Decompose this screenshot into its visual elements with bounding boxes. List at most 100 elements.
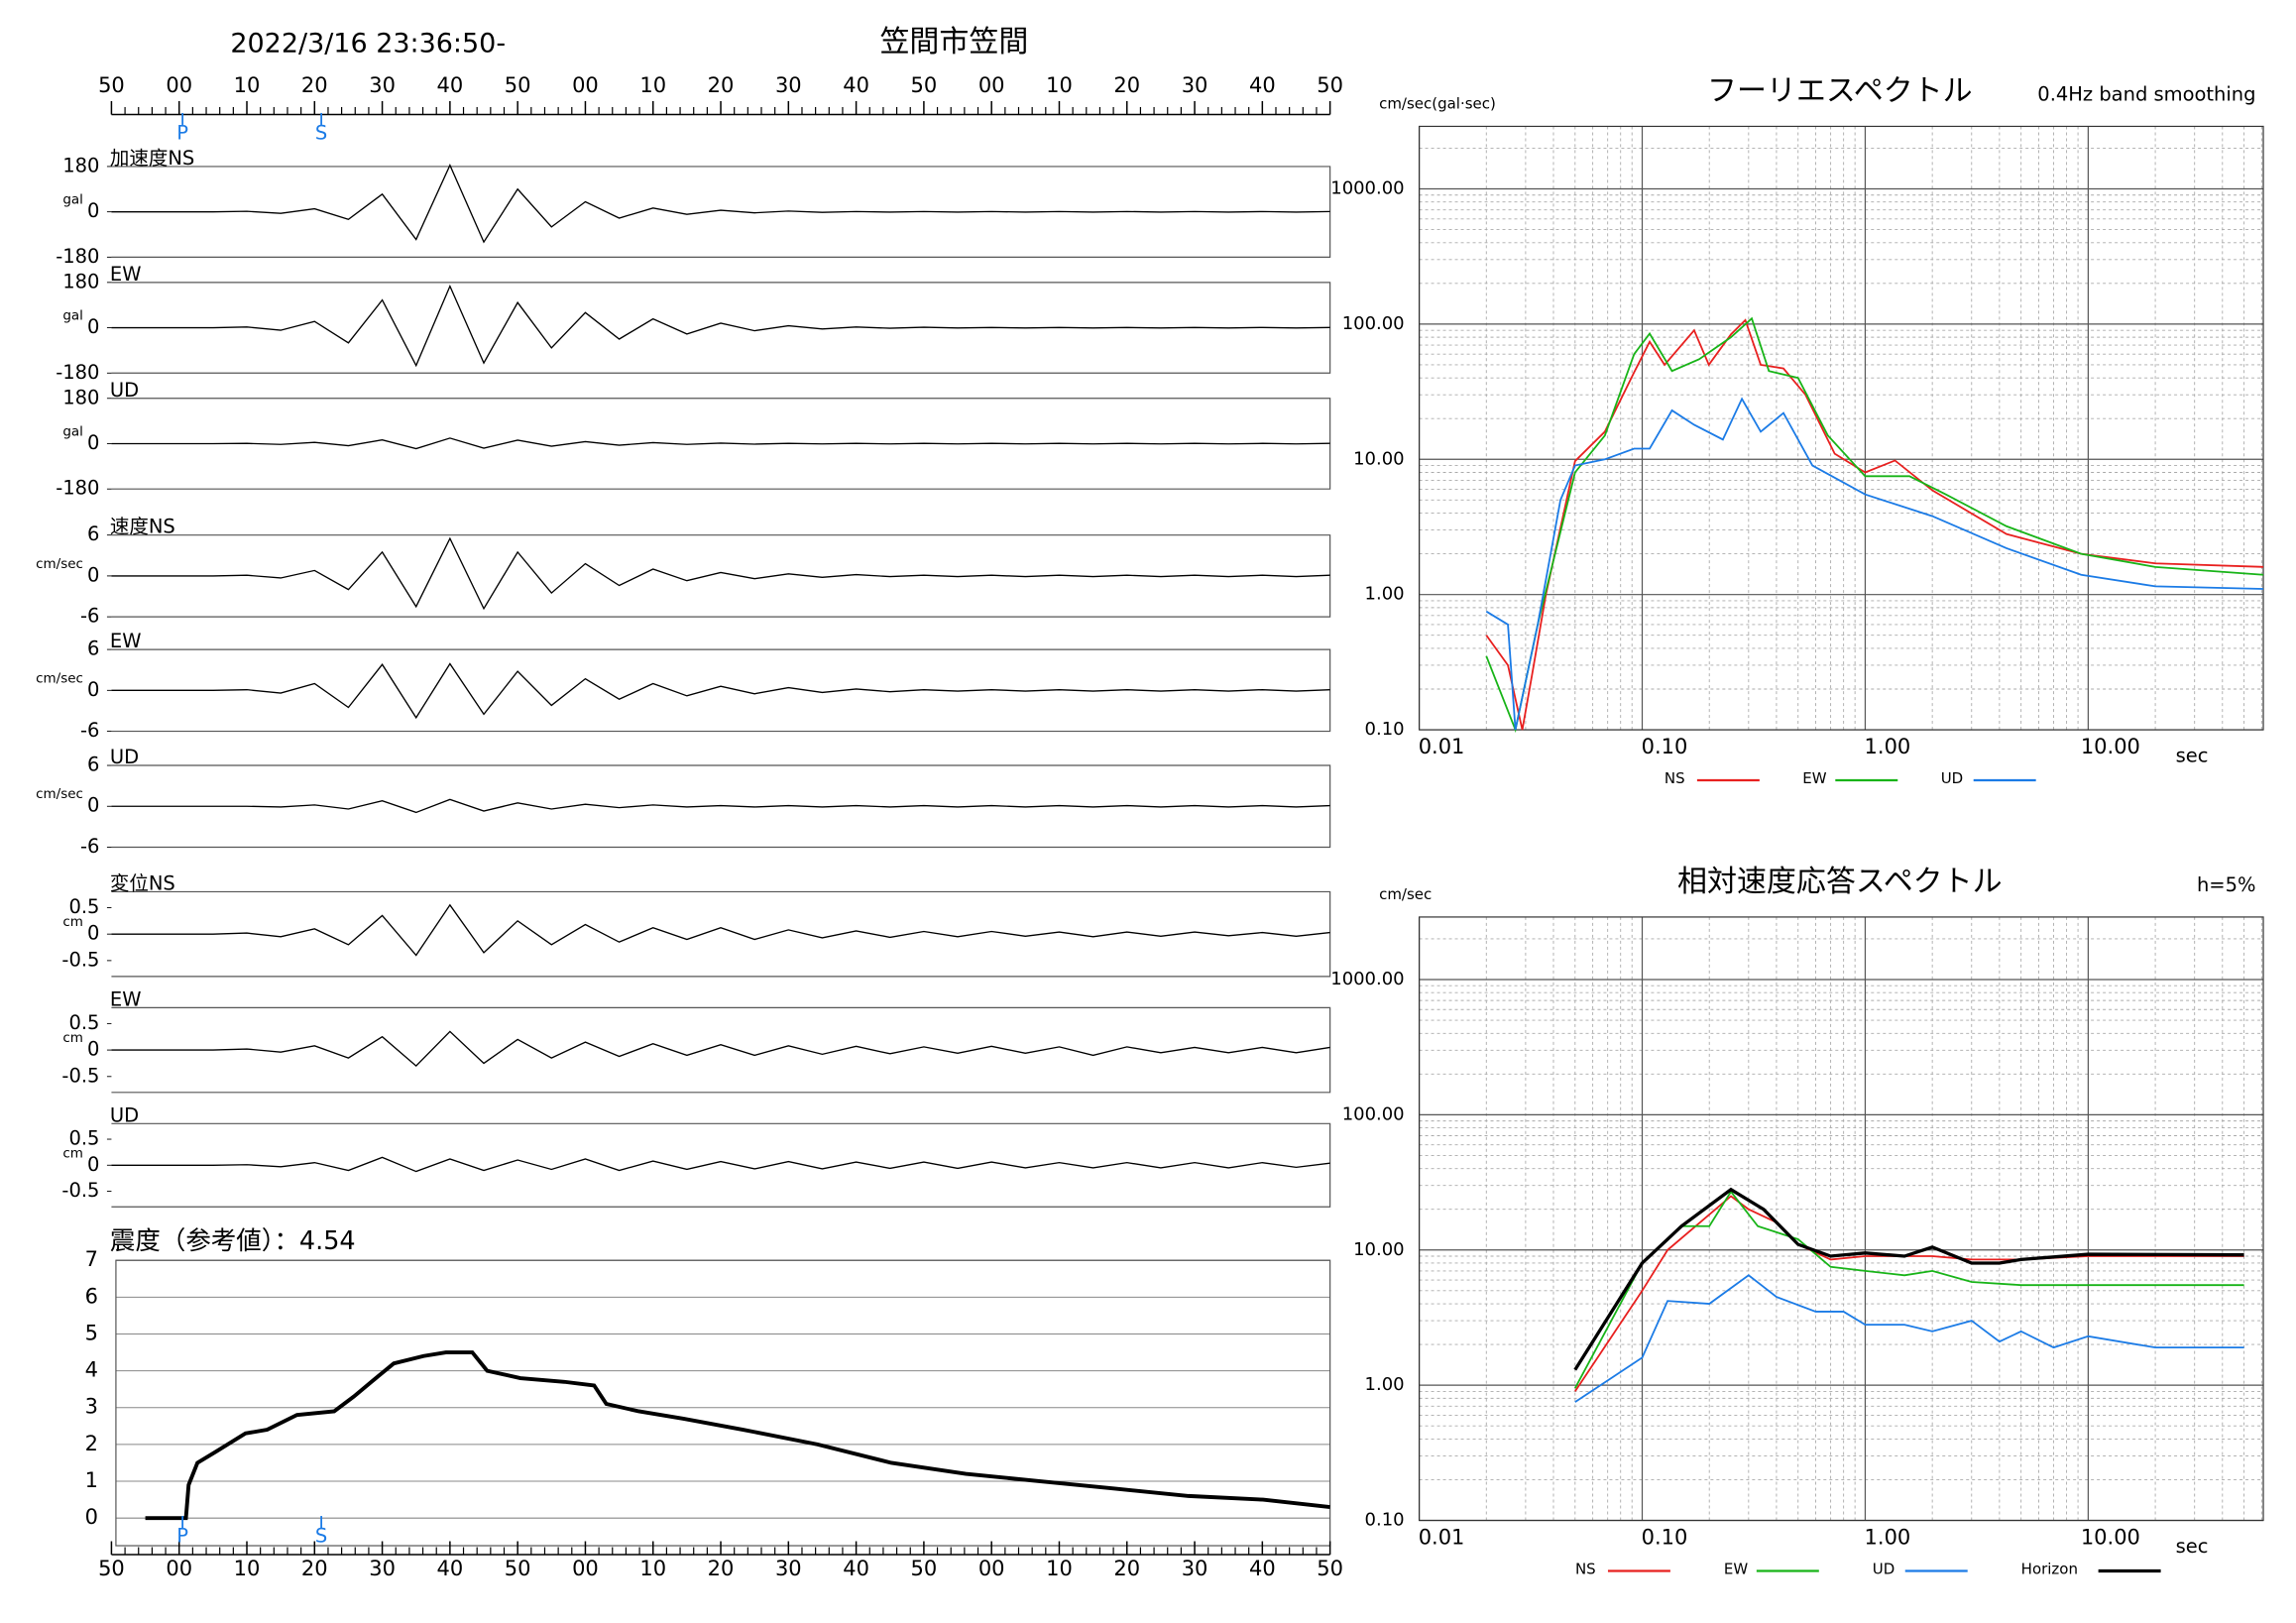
y-tick-label: 0.10: [1365, 719, 1405, 740]
x-tick-label: 50: [911, 73, 938, 97]
y-tick-label: 180: [62, 386, 99, 408]
panel-frame: [111, 534, 1331, 618]
x-tick-label: 30: [1182, 73, 1208, 97]
panel-title: 速度NS: [110, 516, 175, 538]
panel-title: UD: [110, 746, 139, 768]
x-tick-label: 50: [505, 73, 531, 97]
panel-unit: gal: [62, 192, 83, 208]
y-tick-label: 4: [85, 1358, 98, 1382]
panel-frame: [111, 1006, 1331, 1094]
y-axis-unit: cm/sec(gal·sec): [1379, 94, 1496, 112]
spectrum-title: フーリエスペクトル: [1707, 73, 1973, 108]
y-tick-label: 1000.00: [1330, 969, 1404, 989]
x-tick-label: 20: [708, 73, 735, 97]
x-tick-label: 50: [98, 1557, 125, 1580]
panel-frame: [111, 648, 1331, 733]
x-tick-label: 00: [572, 73, 599, 97]
panel-title: UD: [110, 379, 139, 402]
y-tick-label: 0: [87, 431, 99, 454]
x-tick-label: 50: [98, 73, 125, 97]
x-tick-label: 40: [437, 73, 464, 97]
spectrum-line: [1573, 1190, 2244, 1389]
y-axis-unit: cm/sec: [1379, 885, 1432, 903]
plot-frame: [1418, 916, 2264, 1522]
y-tick-label: -180: [56, 245, 99, 268]
y-tick-label: 0: [87, 563, 99, 586]
x-tick-label: 20: [1113, 1557, 1140, 1580]
legend-label: Horizon: [2021, 1561, 2078, 1578]
panel-title: UD: [110, 1103, 139, 1126]
x-tick-label: 30: [1182, 1557, 1208, 1580]
spectrum-line: [1573, 1187, 2244, 1371]
x-tick-label: 00: [572, 1557, 599, 1580]
x-tick-label: 30: [369, 73, 396, 97]
x-tick-label: 20: [301, 1557, 328, 1580]
panel-title: 変位NS: [110, 871, 175, 894]
x-tick-label: 10: [639, 73, 666, 97]
x-tick-label: 50: [505, 1557, 531, 1580]
legend-label: NS: [1575, 1561, 1596, 1578]
panel-unit: cm/sec: [36, 670, 83, 686]
y-tick-label: 1: [85, 1468, 98, 1492]
panel-unit: cm/sec: [36, 556, 83, 572]
panel-title: EW: [110, 263, 142, 286]
y-tick-label: 0: [87, 922, 99, 945]
y-tick-label: 0: [87, 315, 99, 338]
y-tick-label: 0: [87, 794, 99, 817]
x-tick-label: 20: [1113, 73, 1140, 97]
legend-label: UD: [1941, 769, 1964, 787]
waveform: [111, 1156, 1330, 1173]
y-tick-label: 6: [87, 638, 99, 660]
phase-label: S: [315, 121, 327, 144]
y-tick-label: 180: [62, 154, 99, 176]
y-tick-label: 0: [87, 1038, 99, 1061]
y-tick-label: 180: [62, 270, 99, 292]
y-tick-label: -6: [80, 605, 99, 628]
y-tick-label: 6: [87, 522, 99, 545]
x-tick-label: 50: [911, 1557, 938, 1580]
plot-background: [1419, 126, 2264, 731]
y-tick-label: 6: [85, 1284, 98, 1308]
panel-frame: [111, 1122, 1331, 1208]
plot-frame: [115, 1259, 1331, 1547]
x-tick-label: 40: [843, 73, 869, 97]
panel-unit: cm: [62, 1030, 83, 1046]
x-tick-label: 50: [1317, 73, 1343, 97]
x-tick-label: 00: [166, 1557, 192, 1580]
x-tick-label: 10: [234, 1557, 261, 1580]
y-tick-label: 10.00: [1353, 448, 1404, 469]
x-tick-label: 50: [1317, 1557, 1343, 1580]
phase-label: P: [176, 121, 188, 144]
y-tick-label: 100.00: [1342, 313, 1405, 334]
legend-label: NS: [1665, 769, 1685, 787]
x-tick-label: 1.00: [1865, 1526, 1911, 1550]
y-tick-label: 0.5: [68, 1011, 99, 1034]
x-tick-label: 10: [234, 73, 261, 97]
x-tick-label: 0.10: [1642, 1526, 1688, 1550]
waveform: [111, 284, 1330, 368]
x-tick-label: 10.00: [2081, 735, 2140, 758]
y-tick-label: -6: [80, 719, 99, 742]
x-tick-label: 0.10: [1642, 735, 1688, 758]
x-tick-label: 30: [775, 1557, 802, 1580]
waveform: [111, 903, 1330, 957]
spectrum-line: [1574, 1274, 2244, 1403]
waveform: [111, 163, 1330, 244]
y-tick-label: 1000.00: [1330, 178, 1404, 199]
x-tick-label: 40: [1249, 1557, 1276, 1580]
x-tick-label: 20: [708, 1557, 735, 1580]
plot-background: [1419, 916, 2264, 1521]
y-tick-label: 0.5: [68, 895, 99, 918]
waveform: [111, 1030, 1330, 1068]
y-tick-label: 0.10: [1365, 1510, 1405, 1531]
panel-frame: [111, 764, 1331, 849]
phase-label: S: [315, 1525, 327, 1548]
waveform: [111, 536, 1330, 611]
waveform: [111, 798, 1330, 814]
x-axis-unit: sec: [2176, 1535, 2209, 1558]
panel-title: 加速度NS: [110, 147, 194, 170]
x-tick-label: 30: [775, 73, 802, 97]
spectrum-line: [1485, 397, 2264, 731]
x-tick-label: 40: [437, 1557, 464, 1580]
